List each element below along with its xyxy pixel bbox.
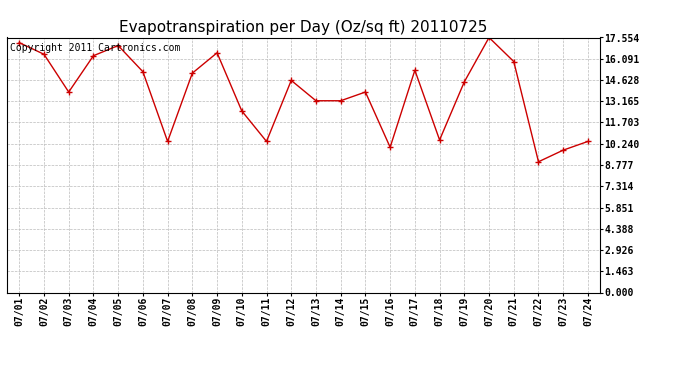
Text: Copyright 2011 Cartronics.com: Copyright 2011 Cartronics.com [10, 43, 180, 52]
Title: Evapotranspiration per Day (Oz/sq ft) 20110725: Evapotranspiration per Day (Oz/sq ft) 20… [119, 20, 488, 35]
